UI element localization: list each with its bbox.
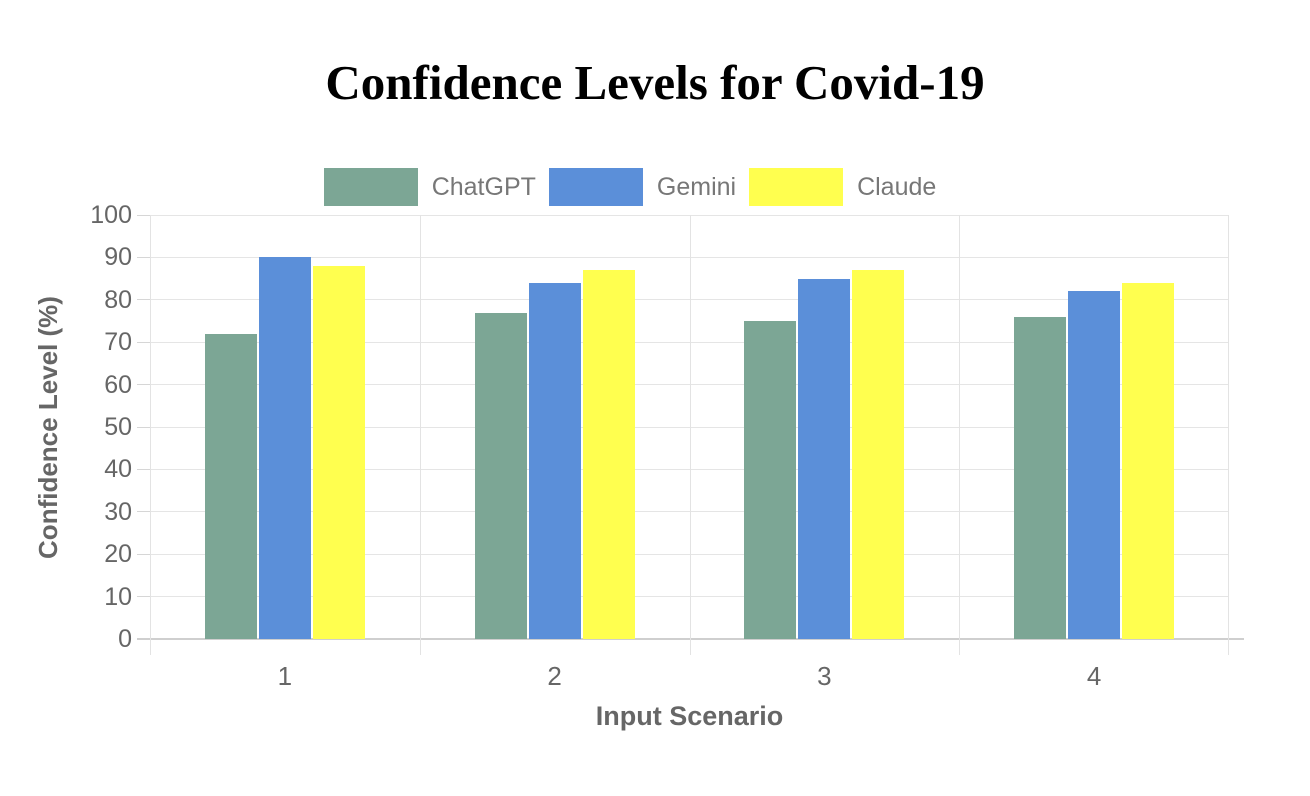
y-tick-label: 0 [118, 625, 132, 653]
bar-group-3 [690, 215, 960, 639]
legend-label-chatgpt: ChatGPT [431, 172, 536, 201]
legend: ChatGPT Gemini Claude [0, 167, 1260, 207]
bar-claude-4 [1122, 282, 1175, 639]
x-tick-label: 2 [547, 661, 562, 691]
bar-gemini-3 [798, 278, 851, 639]
y-tick-label: 30 [104, 497, 132, 526]
y-tick-label: 50 [104, 413, 132, 441]
bar-chatgpt-3 [744, 321, 797, 639]
plot-area [137, 214, 1244, 655]
y-tick-mark [137, 596, 150, 598]
legend-swatch-chatgpt [323, 168, 418, 206]
chart-title: Confidence Levels for Covid-19 [325, 55, 985, 110]
bar-gemini-2 [528, 282, 581, 639]
y-tick-label: 100 [90, 201, 132, 229]
legend-item-gemini[interactable]: Gemini [548, 168, 737, 206]
y-tick-mark [137, 553, 150, 555]
y-tick-mark [137, 511, 150, 513]
bar-group-2 [420, 215, 690, 639]
y-tick-label: 70 [104, 328, 132, 357]
bar-chatgpt-1 [204, 333, 257, 639]
x-axis-line [137, 638, 1244, 640]
legend-label-claude: Claude [857, 172, 937, 201]
y-tick-label: 60 [104, 370, 132, 399]
bar-group-1 [150, 215, 420, 639]
v-gridline [1228, 215, 1229, 655]
x-tick-label: 3 [817, 661, 832, 691]
bar-claude-2 [582, 270, 635, 639]
y-tick-mark [137, 341, 150, 343]
x-axis-title: Input Scenario [595, 701, 784, 731]
y-tick-label: 40 [104, 455, 132, 484]
legend-swatch-gemini [548, 168, 643, 206]
legend-item-chatgpt[interactable]: ChatGPT [323, 168, 536, 206]
v-gridline [419, 215, 421, 655]
y-tick-mark [137, 256, 150, 258]
bar-gemini-1 [258, 257, 311, 639]
y-tick-label: 90 [104, 243, 132, 272]
x-tick-label: 4 [1086, 661, 1102, 691]
x-tick-label: 1 [277, 661, 293, 691]
bar-group-4 [959, 215, 1229, 639]
bar-chatgpt-2 [474, 312, 527, 639]
y-tick-label: 20 [104, 540, 132, 569]
bar-gemini-4 [1068, 291, 1121, 639]
y-tick-mark [137, 384, 150, 386]
bar-claude-3 [852, 270, 905, 639]
legend-item-claude[interactable]: Claude [749, 168, 936, 206]
y-tick-mark [137, 214, 150, 216]
bar-chatgpt-4 [1014, 316, 1067, 639]
legend-label-gemini: Gemini [656, 172, 737, 201]
y-tick-label: 10 [104, 582, 132, 611]
v-gridline [689, 215, 691, 655]
y-tick-mark [137, 426, 150, 428]
v-gridline [150, 215, 151, 655]
legend-swatch-claude [749, 168, 844, 206]
v-gridline [959, 215, 961, 655]
y-tick-mark [137, 468, 150, 470]
y-tick-label: 80 [104, 285, 132, 314]
y-tick-mark [137, 299, 150, 301]
bar-claude-1 [312, 265, 365, 639]
